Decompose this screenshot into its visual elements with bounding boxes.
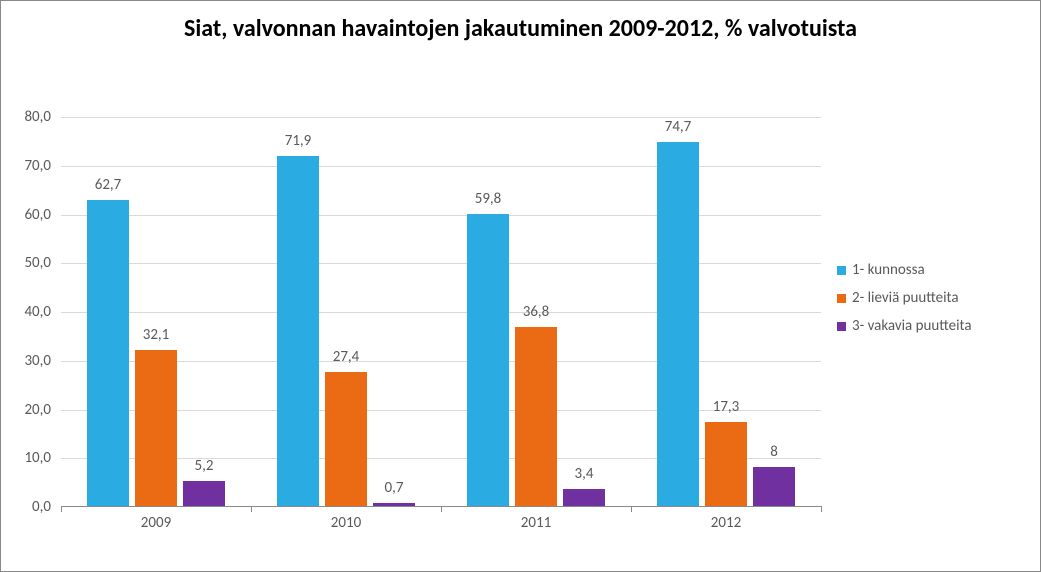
bar-value-label: 5,2 [195,457,214,475]
bar-value-label: 59,8 [475,190,502,208]
bar-value-label: 32,1 [143,326,170,344]
gridline [61,263,821,264]
x-tick-label: 2011 [521,514,551,532]
y-tick-label: 40,0 [24,303,51,321]
gridline [61,117,821,118]
bar: 0,7 [373,503,415,506]
x-tick-mark [251,506,252,512]
legend-item: 1- kunnossa [837,261,1037,279]
bar-value-label: 62,7 [95,176,122,194]
bar: 32,1 [135,350,177,506]
legend-label: 2- lieviä puutteita [852,289,959,307]
x-tick-label: 2012 [711,514,741,532]
legend-item: 2- lieviä puutteita [837,289,1037,307]
y-axis: 0,010,020,030,040,050,060,070,080,0 [1,117,57,507]
bar-value-label: 8 [770,443,778,461]
bar: 62,7 [87,200,129,506]
y-tick-label: 80,0 [24,108,51,126]
plot-area-wrapper: 200962,732,15,2201071,927,40,7201159,836… [61,117,821,507]
bar: 27,4 [325,372,367,506]
chart-title: Siat, valvonnan havaintojen jakautuminen… [1,1,1040,47]
x-tick-label: 2009 [141,514,171,532]
bar: 3,4 [563,489,605,506]
x-tick-mark [441,506,442,512]
bar: 59,8 [467,214,509,506]
gridline [61,312,821,313]
legend: 1- kunnossa 2- lieviä puutteita 3- vakavia… [837,261,1037,345]
y-tick-label: 0,0 [32,498,51,516]
bar-value-label: 74,7 [665,118,692,136]
gridline [61,166,821,167]
bar: 74,7 [657,142,699,506]
legend-label: 3- vakavia puutteita [852,317,972,335]
legend-label: 1- kunnossa [852,261,925,279]
legend-swatch [837,322,846,331]
plot-area: 200962,732,15,2201071,927,40,7201159,836… [61,117,821,507]
bar: 36,8 [515,327,557,506]
bar-value-label: 27,4 [333,348,360,366]
legend-item: 3- vakavia puutteita [837,317,1037,335]
y-tick-label: 10,0 [24,449,51,467]
gridline [61,215,821,216]
chart-container: Siat, valvonnan havaintojen jakautuminen… [0,0,1041,572]
bar-value-label: 0,7 [385,479,404,497]
bar-value-label: 17,3 [713,398,740,416]
bar-value-label: 3,4 [575,465,594,483]
bar: 71,9 [277,156,319,507]
legend-swatch [837,266,846,275]
y-tick-label: 60,0 [24,206,51,224]
x-tick-label: 2010 [331,514,361,532]
x-tick-mark [61,506,62,512]
y-tick-label: 30,0 [24,352,51,370]
x-tick-mark [821,506,822,512]
y-tick-label: 50,0 [24,254,51,272]
bar: 8 [753,467,795,506]
x-tick-mark [631,506,632,512]
bar: 5,2 [183,481,225,506]
legend-swatch [837,294,846,303]
bar-value-label: 36,8 [523,303,550,321]
y-tick-label: 20,0 [24,401,51,419]
y-tick-label: 70,0 [24,157,51,175]
bar-value-label: 71,9 [285,132,312,150]
bar: 17,3 [705,422,747,506]
